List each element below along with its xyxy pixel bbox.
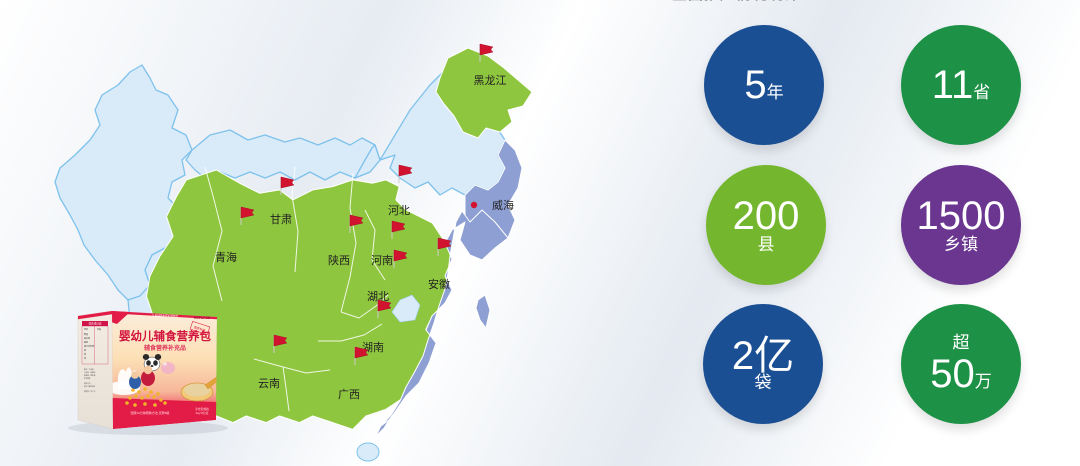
svg-text:儿童辅食补充定制专用: 儿童辅食补充定制专用 (152, 313, 178, 317)
svg-text:辅食营养补充品: 辅食营养补充品 (144, 344, 186, 352)
svg-text:婴幼儿辅食营养包: 婴幼儿辅食营养包 (119, 329, 211, 343)
svg-text:国家22分钟赛教方法 定聘8级: 国家22分钟赛教方法 定聘8级 (131, 410, 170, 415)
svg-text:营养成分表: 营养成分表 (89, 322, 102, 326)
svg-text:HOPLACE: HOPLACE (194, 316, 211, 320)
svg-text:21g*2包/盆: 21g*2包/盆 (196, 411, 209, 415)
svg-text:净含量/规格: 净含量/规格 (195, 407, 209, 411)
